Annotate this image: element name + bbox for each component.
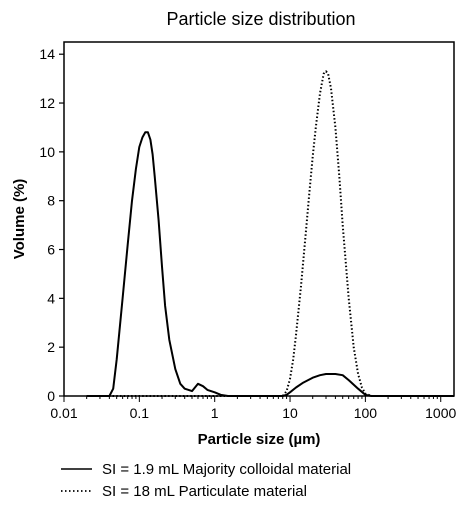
x-tick-label: 1000 [425,405,456,421]
plot-border [63,41,455,397]
y-axis-label: Volume (%) [11,179,28,260]
x-tick-label: 0.1 [130,405,150,421]
x-axis-ticks: 0.01 0.1 1 10 100 1000 [50,396,457,421]
chart-title: Particle size distribution [166,9,355,29]
series-line-solid [86,131,454,397]
y-tick-label: 12 [39,95,55,111]
legend-item-1: SI = 1.9 mL Majority colloidal material [61,461,351,478]
series-layer [86,70,454,397]
y-tick-label: 4 [47,290,55,306]
y-tick-label: 6 [47,242,55,258]
x-axis-label: Particle size (µm) [198,431,321,448]
x-tick-label: 0.01 [50,405,77,421]
legend-label-2: SI = 18 mL Particulate material [102,483,307,500]
y-tick-label: 2 [47,339,55,355]
y-tick-label: 10 [39,144,55,160]
series-line-dotted [86,70,454,397]
x-tick-label: 100 [354,405,378,421]
y-tick-label: 14 [39,46,55,62]
legend-label-1: SI = 1.9 mL Majority colloidal material [102,461,351,478]
y-tick-label: 8 [47,193,55,209]
y-tick-label: 0 [47,388,55,404]
plot-area [63,41,455,397]
x-tick-label: 1 [211,405,219,421]
x-tick-label: 10 [282,405,298,421]
y-axis-ticks: 0 2 4 6 8 10 12 14 [39,46,64,404]
legend: SI = 1.9 mL Majority colloidal material … [61,461,351,500]
legend-item-2: SI = 18 mL Particulate material [61,483,307,500]
